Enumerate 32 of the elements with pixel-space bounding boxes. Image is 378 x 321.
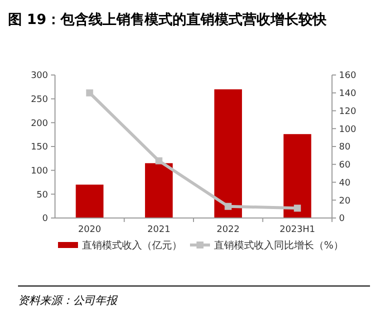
- chart-title: 图 19：包含线上销售模式的直销模式营收增长较快: [8, 12, 328, 28]
- text: 资料来源：公司年报: [18, 294, 118, 307]
- y2-tick-label: 0: [339, 214, 345, 224]
- bar: [214, 89, 242, 218]
- bar: [145, 163, 173, 218]
- y-tick-label: 100: [30, 166, 48, 176]
- x-tick-label: 2021: [147, 225, 170, 235]
- y2-tick-label: 80: [339, 142, 351, 153]
- bar: [76, 184, 104, 218]
- y-tick-label: 250: [30, 94, 48, 105]
- y2-tick-label: 20: [339, 196, 351, 206]
- y-tick-label: 0: [42, 214, 48, 224]
- point: [294, 204, 301, 212]
- bar: [284, 134, 312, 218]
- legend-label: 直销模式收入同比增长（%）: [214, 240, 344, 252]
- x-tick-label: 2023H1: [280, 225, 316, 235]
- y2-tick-label: 40: [339, 178, 351, 188]
- point: [155, 157, 162, 164]
- y2-tick-label: 120: [339, 106, 356, 117]
- y2-tick-label: 100: [339, 124, 356, 135]
- point: [224, 202, 232, 210]
- y-tick-label: 300: [30, 71, 48, 82]
- legend-label: 直销模式收入（亿元）: [82, 240, 182, 252]
- y-tick-label: 200: [30, 118, 48, 129]
- y2-tick-label: 140: [339, 89, 356, 100]
- y2-tick-label: 160: [339, 71, 356, 82]
- x-tick-label: 2022: [216, 225, 240, 235]
- y2-tick-label: 60: [339, 160, 351, 171]
- x-tick-label: 2020: [78, 225, 102, 235]
- y-tick-label: 150: [30, 142, 48, 153]
- y-tick-label: 50: [36, 190, 48, 200]
- point: [86, 89, 94, 96]
